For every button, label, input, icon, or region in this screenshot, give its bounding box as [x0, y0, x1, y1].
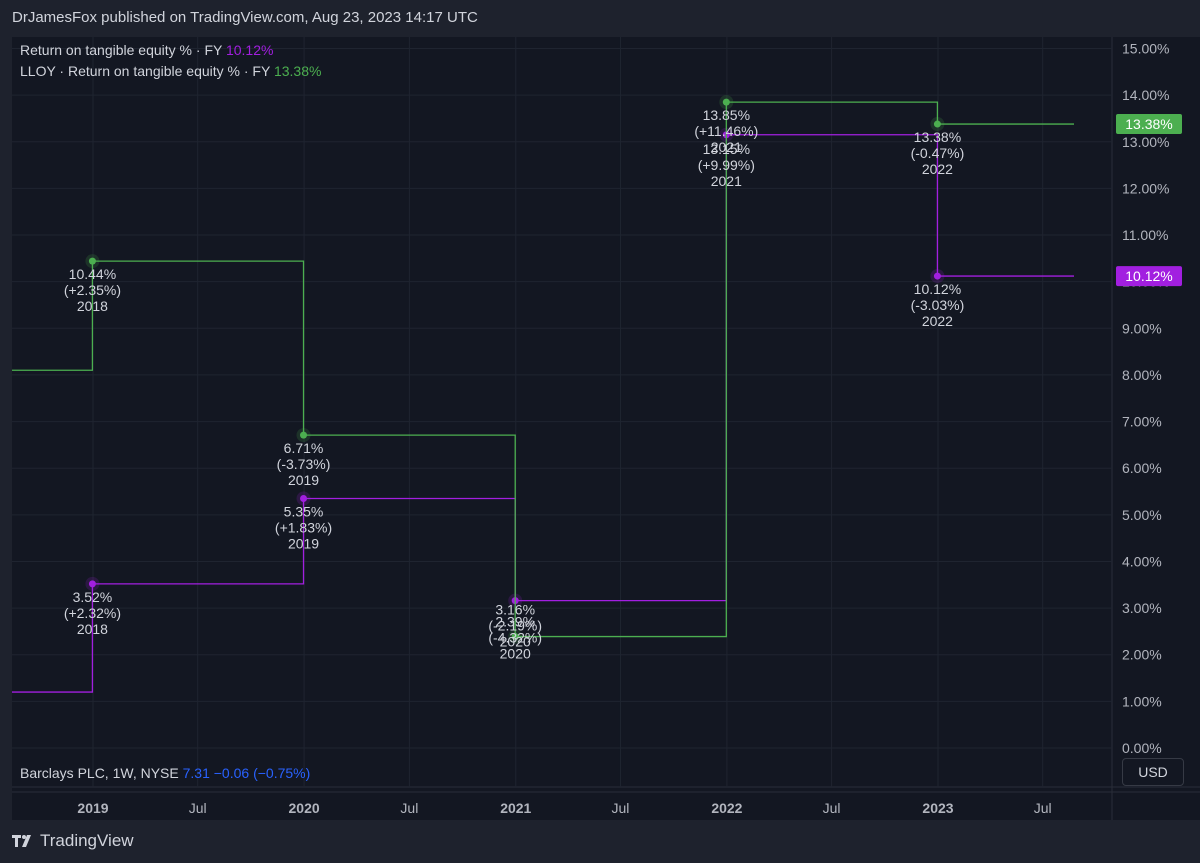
data-point	[300, 495, 308, 503]
x-tick-label: Jul	[823, 800, 841, 816]
point-value-label: 10.12%	[914, 281, 961, 297]
legend: Return on tangible equity % · FY 10.12% L…	[20, 42, 321, 79]
last-value-label: 10.12%	[1125, 268, 1172, 284]
data-point	[300, 431, 308, 439]
point-change-label: (+2.32%)	[64, 605, 121, 621]
point-value-label: 13.38%	[914, 129, 961, 145]
chart-panel[interactable]: 3.52% (+2.32%) 2018 5.35% (+1.83%) 2019 3.16%(…	[12, 37, 1200, 820]
y-tick-label: 0.00%	[1122, 740, 1162, 756]
y-axis: 0.00% 1.00% 2.00% 3.00% 4.00% 5.00% 6.00% 7.00%…	[1116, 41, 1182, 756]
point-value-label: 13.15%	[703, 141, 750, 157]
currency-button[interactable]: USD	[1122, 758, 1184, 786]
series-lines	[12, 95, 1074, 693]
point-value-label: 3.16%	[495, 602, 535, 618]
symbol-price: 7.31	[183, 765, 214, 781]
symbol-label: Barclays PLC, 1W, NYSE	[20, 765, 183, 781]
symbol-bar: Barclays PLC, 1W, NYSE 7.31 −0.06 (−0.75…	[20, 765, 310, 781]
y-tick-label: 13.00%	[1122, 134, 1169, 150]
legend-value: 13.38%	[274, 63, 321, 79]
y-tick-label: 8.00%	[1122, 367, 1162, 383]
point-labels: 3.52%(+2.32%)20185.35%(+1.83%)20193.16%(…	[64, 107, 964, 661]
last-value-tag	[1116, 114, 1182, 135]
point-year-label: 2021	[711, 139, 742, 155]
last-value-tag	[1116, 266, 1182, 287]
point-year-label: 2022	[922, 313, 953, 329]
y-tick-label: 5.00%	[1122, 507, 1162, 523]
tradingview-logo-icon	[12, 835, 31, 847]
x-tick-label: Jul	[1034, 800, 1052, 816]
data-point	[511, 633, 519, 641]
point-change-label: (-3.73%)	[277, 456, 331, 472]
footer-brand: TradingView	[40, 831, 134, 850]
y-tick-label: 4.00%	[1122, 553, 1162, 569]
x-tick-label: 2021	[500, 800, 531, 816]
footer: TradingView	[12, 831, 134, 851]
point-year-label: 2019	[288, 536, 319, 552]
x-tick-label: 2023	[922, 800, 953, 816]
point-year-label: 2018	[77, 298, 108, 314]
y-tick-label: 7.00%	[1122, 414, 1162, 430]
last-value-label: 13.38%	[1125, 116, 1172, 132]
legend-value: 10.12%	[226, 42, 273, 58]
point-year-label: 2022	[922, 161, 953, 177]
point-year-label: 2020	[500, 646, 531, 662]
data-point	[933, 272, 941, 280]
point-change-label: (-4.32%)	[488, 630, 542, 646]
point-change-label: (+9.99%)	[698, 157, 755, 173]
x-tick-label: 2022	[711, 800, 742, 816]
data-point	[933, 120, 941, 128]
x-tick-label: 2019	[77, 800, 108, 816]
point-year-label: 2018	[77, 621, 108, 637]
x-tick-label: Jul	[400, 800, 418, 816]
x-axis: 2019 Jul 2020 Jul 2021 Jul 2022 Jul 2023 Jul	[77, 800, 1051, 816]
point-change-label: (-2.19%)	[488, 618, 542, 634]
point-value-label: 10.44%	[69, 266, 116, 282]
point-value-label: 6.71%	[284, 440, 324, 456]
x-tick-label: Jul	[189, 800, 207, 816]
y-tick-label: 3.00%	[1122, 600, 1162, 616]
grid	[12, 37, 1200, 820]
point-year-label: 2021	[711, 173, 742, 189]
y-tick-label: 9.00%	[1122, 320, 1162, 336]
point-change-label: (+1.83%)	[275, 520, 332, 536]
y-tick-label: 15.00%	[1122, 41, 1169, 57]
y-tick-label: 14.00%	[1122, 87, 1169, 103]
point-year-label: 2020	[500, 634, 531, 650]
data-point	[88, 580, 96, 588]
y-tick-label: 12.00%	[1122, 180, 1169, 196]
y-tick-label: 11.00%	[1122, 227, 1168, 243]
series-line	[12, 101, 1074, 638]
point-value-label: 2.39%	[495, 614, 535, 630]
point-value-label: 3.52%	[73, 589, 113, 605]
point-change-label: (-0.47%)	[911, 145, 965, 161]
x-tick-label: Jul	[612, 800, 630, 816]
y-tick-label: 2.00%	[1122, 647, 1162, 663]
point-change-label: (+2.35%)	[64, 282, 121, 298]
data-point	[722, 98, 730, 106]
point-value-label: 5.35%	[284, 504, 324, 520]
y-tick-label: 6.00%	[1122, 460, 1162, 476]
legend-label: Return on tangible equity % · FY	[20, 42, 226, 58]
point-value-label: 13.85%	[703, 107, 750, 123]
symbol-change: −0.06 (−0.75%)	[214, 765, 311, 781]
point-change-label: (-3.03%)	[911, 297, 965, 313]
x-tick-label: 2020	[289, 800, 320, 816]
data-point	[88, 257, 96, 265]
publisher-line: DrJamesFox published on TradingView.com,…	[12, 9, 478, 26]
legend-label: LLOY · Return on tangible equity % · FY	[20, 63, 274, 79]
legend-item: Return on tangible equity % · FY 10.12%	[20, 42, 273, 58]
legend-item: LLOY · Return on tangible equity % · FY …	[20, 63, 321, 79]
symbol-info: Barclays PLC, 1W, NYSE 7.31 −0.06 (−0.75…	[20, 765, 310, 781]
chart-svg[interactable]: 3.52%(+2.32%)20185.35%(+1.83%)20193.16%(…	[12, 37, 1200, 820]
point-change-label: (+11.46%)	[694, 123, 758, 139]
y-tick-label: 1.00%	[1122, 693, 1162, 709]
point-year-label: 2019	[288, 472, 319, 488]
